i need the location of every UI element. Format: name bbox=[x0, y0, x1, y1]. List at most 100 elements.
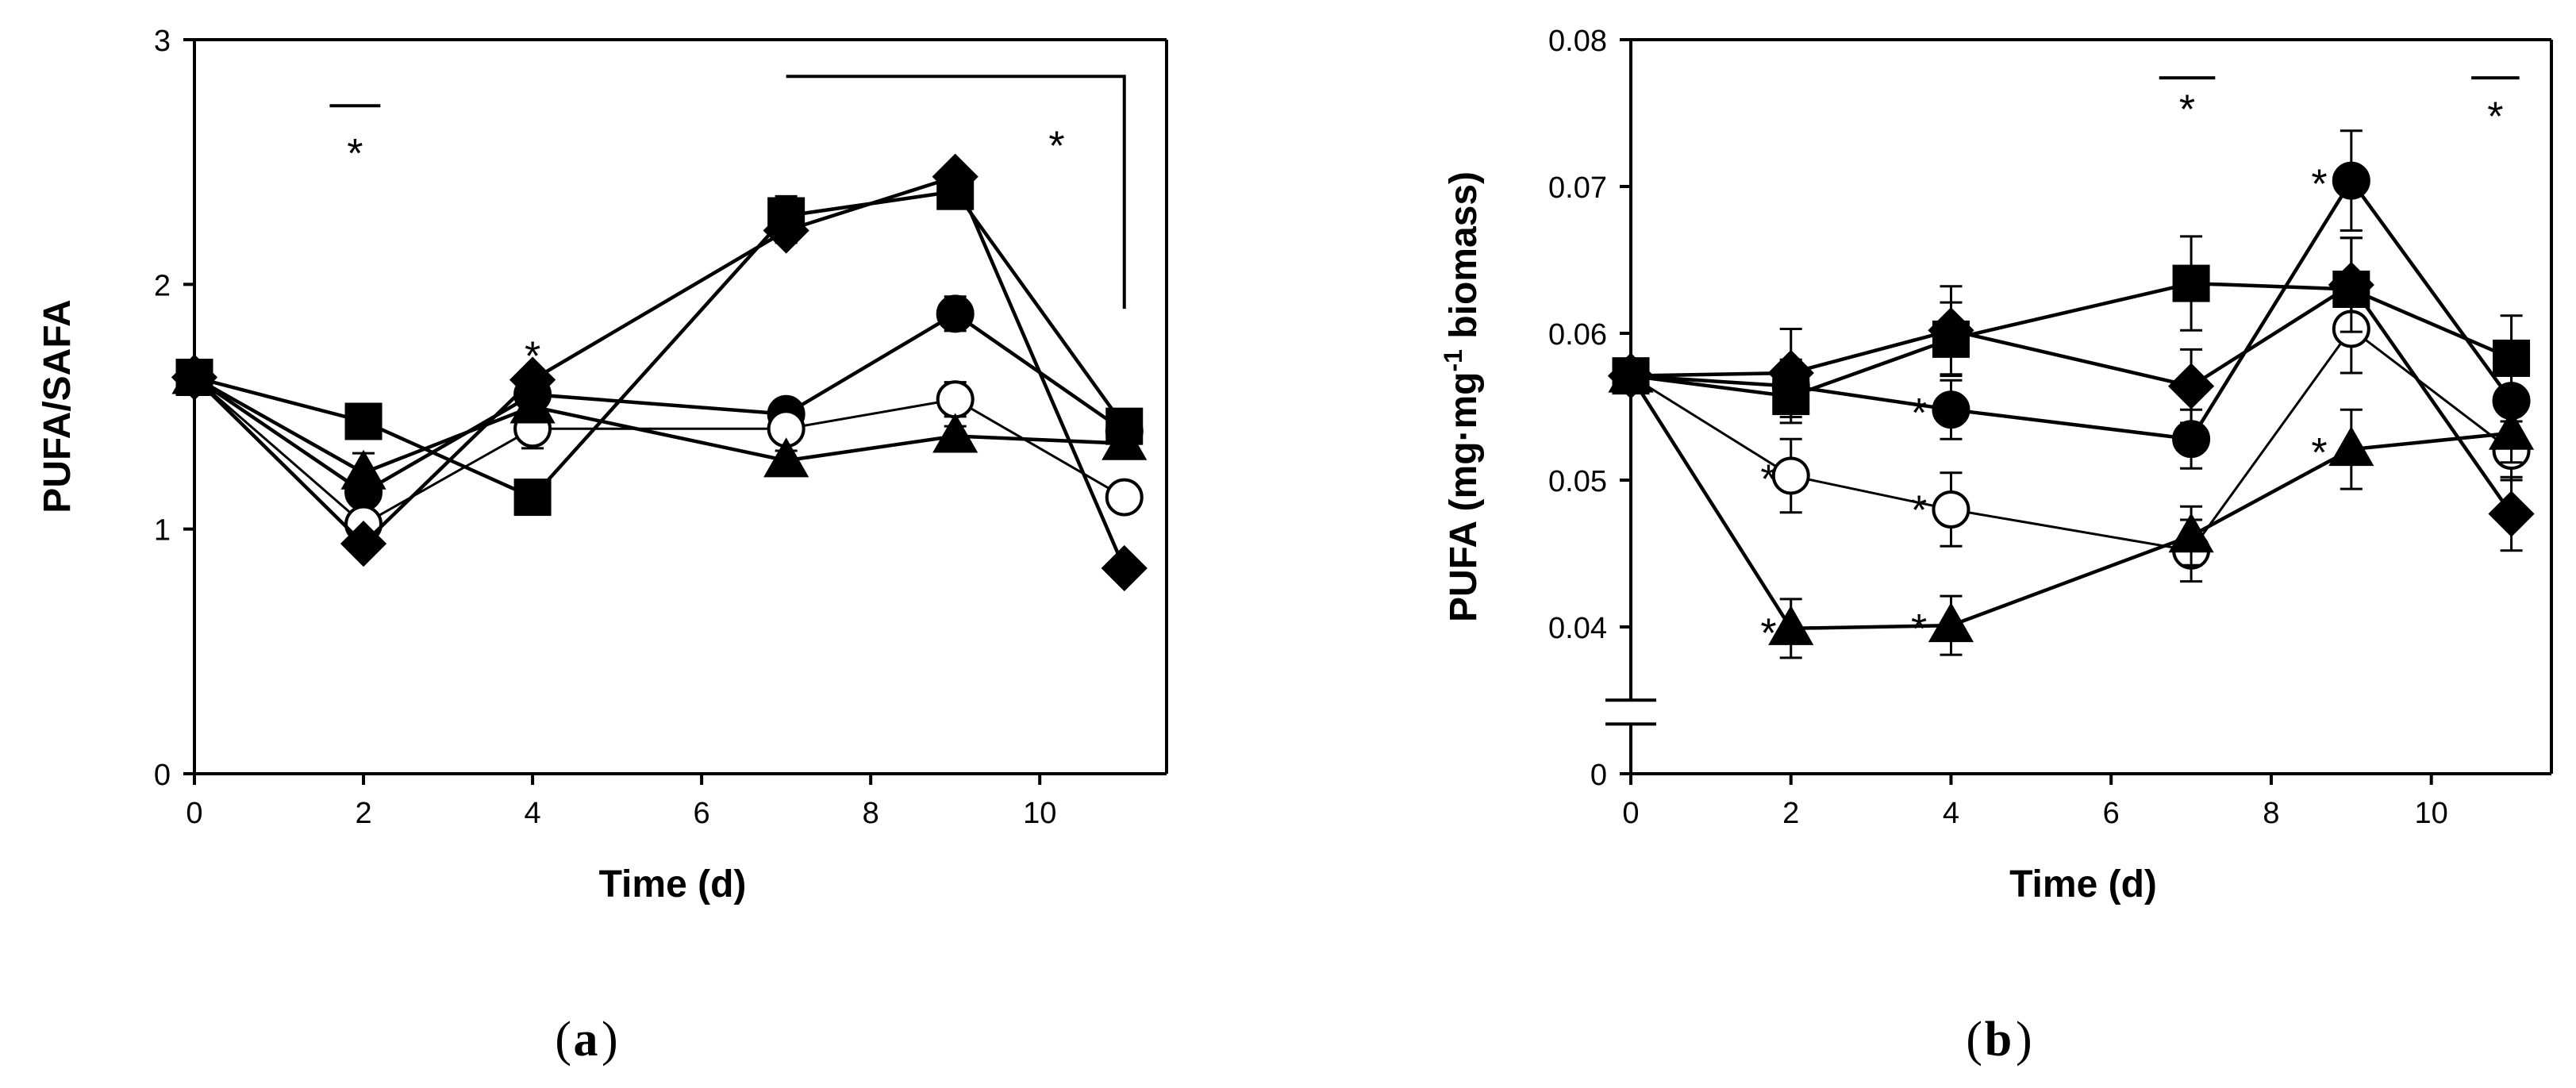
x-tick-label: 4 bbox=[1943, 797, 1959, 830]
caption-paren-open-b: ( bbox=[1966, 1013, 1982, 1067]
x-tick-label: 4 bbox=[525, 797, 541, 830]
x-tick-label: 6 bbox=[694, 797, 710, 830]
series-line-circle-filled bbox=[1630, 177, 2513, 441]
y-tick-label: 0 bbox=[1590, 759, 1607, 792]
y-axis-label-tail: biomass) bbox=[1443, 171, 1485, 349]
data-point-triangle bbox=[1768, 605, 1814, 645]
series-line-square bbox=[1630, 281, 2513, 398]
series-line-square bbox=[194, 189, 1126, 500]
y-tick-label: 0.04 bbox=[1548, 612, 1607, 645]
panel-caption-a: ( a ) bbox=[555, 1013, 617, 1067]
series-triangle bbox=[1608, 352, 2535, 659]
data-point-circle-open bbox=[1932, 490, 1970, 529]
data-point-triangle bbox=[1928, 602, 1974, 643]
significance-star: * bbox=[2311, 162, 2327, 208]
x-tick-label: 6 bbox=[2103, 797, 2120, 830]
significance-mark: * bbox=[525, 334, 540, 380]
chart-b: 0 0.04 0.05 0.06 0.07 0.08 0 2 4 6 8 10 Time (d) PUFA… bbox=[1439, 25, 2553, 905]
y-tick-label: 1 bbox=[154, 514, 171, 548]
significance-star: * bbox=[1048, 124, 1064, 170]
significance-star: * bbox=[347, 131, 363, 177]
significance-mark: * bbox=[1911, 390, 1927, 436]
x-tick-label: 0 bbox=[1622, 797, 1639, 830]
y-tick-label: 3 bbox=[154, 25, 171, 58]
y-axis-label-main: PUFA (mg·mg bbox=[1443, 371, 1485, 622]
data-point-diamond bbox=[1928, 307, 1974, 354]
data-point-diamond bbox=[2328, 261, 2374, 309]
significance-mark: * bbox=[2159, 76, 2216, 133]
data-point-diamond bbox=[1101, 544, 1148, 592]
data-point-diamond bbox=[763, 207, 809, 254]
significance-mark: * bbox=[786, 75, 1126, 309]
data-point-diamond bbox=[1607, 352, 1655, 399]
x-axis-label: Time (d) bbox=[599, 863, 747, 905]
y-tick-label: 2 bbox=[154, 269, 171, 302]
data-point-diamond bbox=[2488, 490, 2535, 537]
data-point-square bbox=[2172, 264, 2210, 302]
data-point-diamond bbox=[1767, 349, 1814, 397]
series-diamond bbox=[171, 153, 1148, 592]
plot-frame: 0 0.04 0.05 0.06 0.07 0.08 0 2 4 6 8 10 bbox=[1548, 25, 2553, 830]
series-line-circle-open bbox=[194, 376, 1125, 526]
significance-mark: * bbox=[2471, 76, 2520, 140]
significance-star: * bbox=[525, 334, 540, 380]
y-tick-label: 0 bbox=[154, 759, 171, 792]
data-point-triangle bbox=[932, 413, 978, 453]
data-point-circle-open bbox=[936, 380, 975, 419]
x-tick-label: 0 bbox=[186, 797, 202, 830]
data-point-circle-open bbox=[1771, 456, 1810, 495]
series-square bbox=[1612, 235, 2531, 425]
data-point-circle-filled bbox=[936, 294, 975, 333]
significance-mark: * bbox=[1911, 606, 1927, 652]
x-tick-label: 10 bbox=[1023, 797, 1056, 830]
significance-star: * bbox=[1911, 487, 1927, 533]
series-line-circle-filled bbox=[193, 311, 1126, 495]
y-axis-label: PUFA (mg·mg-1 biomass) bbox=[1439, 171, 1485, 622]
data-point-circle-filled bbox=[1932, 390, 1970, 429]
significance-star: * bbox=[2179, 87, 2195, 133]
significance-star: * bbox=[2311, 430, 2327, 476]
plot-frame: 0 1 2 3 0 2 4 6 8 10 bbox=[154, 25, 1168, 830]
significance-star: * bbox=[1911, 606, 1927, 652]
data-point-diamond bbox=[932, 153, 978, 200]
data-point-triangle bbox=[509, 383, 556, 424]
series-line-triangle bbox=[193, 375, 1125, 475]
data-point-square bbox=[344, 402, 383, 440]
data-point-triangle bbox=[763, 437, 809, 478]
x-tick-label: 8 bbox=[2263, 797, 2279, 830]
data-point-triangle bbox=[340, 449, 386, 490]
significance-star: * bbox=[2487, 94, 2503, 140]
y-tick-label: 0.05 bbox=[1548, 465, 1607, 498]
significance-mark: * bbox=[329, 104, 381, 177]
chart-a: 0 1 2 3 0 2 4 6 8 10 Time (d) PUFA/SAFA * * * bbox=[37, 25, 1168, 905]
y-tick-label: 0.07 bbox=[1548, 171, 1607, 205]
series-line-circle-open bbox=[1630, 327, 2513, 552]
y-tick-label: 0.06 bbox=[1548, 318, 1607, 352]
data-point-square bbox=[513, 479, 552, 517]
data-point-triangle bbox=[1102, 420, 1148, 460]
caption-paren-close-b: ) bbox=[2016, 1013, 2032, 1067]
data-point-diamond bbox=[509, 356, 556, 403]
caption-paren-close-a: ) bbox=[602, 1013, 618, 1067]
series-diamond bbox=[1607, 236, 2535, 552]
caption-label-a: a bbox=[574, 1013, 598, 1067]
series-circle-filled bbox=[175, 294, 1144, 512]
caption-label-b: b bbox=[1985, 1013, 2012, 1067]
caption-paren-open-a: ( bbox=[555, 1013, 571, 1067]
data-point-diamond bbox=[171, 354, 218, 401]
y-tick-label: 0.08 bbox=[1548, 25, 1607, 58]
significance-mark: * bbox=[1760, 456, 1776, 502]
series-line-triangle bbox=[1629, 375, 2512, 631]
series-line-diamond bbox=[1630, 282, 2513, 515]
data-point-circle-filled bbox=[2332, 161, 2370, 200]
x-tick-label: 2 bbox=[355, 797, 371, 830]
series-circle-filled bbox=[1612, 129, 2531, 470]
series-circle-open bbox=[1612, 283, 2531, 583]
x-tick-label: 2 bbox=[1782, 797, 1799, 830]
significance-mark: * bbox=[1911, 487, 1927, 533]
x-axis-label: Time (d) bbox=[2009, 863, 2157, 905]
significance-bracket bbox=[786, 75, 1126, 309]
y-axis-label-superscript: -1 bbox=[1439, 349, 1467, 371]
significance-mark: * bbox=[2311, 162, 2327, 208]
